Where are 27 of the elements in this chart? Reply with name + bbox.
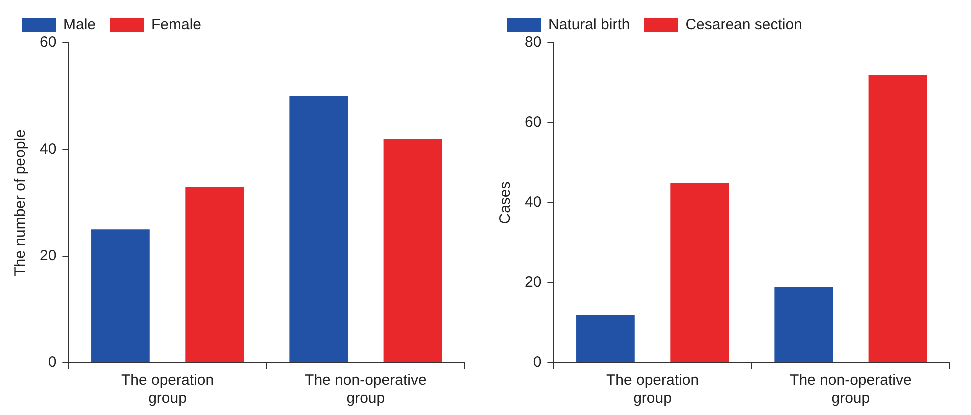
- y-tick-label: 40: [40, 140, 57, 158]
- bar: [186, 187, 244, 362]
- legend-label: Male: [64, 16, 96, 34]
- y-tick-label: 20: [524, 274, 542, 292]
- x-tick-label: The operation group: [606, 372, 700, 408]
- bar: [384, 139, 442, 362]
- bar: [670, 183, 730, 362]
- y-tick-label: 60: [40, 34, 57, 52]
- bar: [92, 230, 150, 362]
- x-tick-label: The non-operative group: [790, 372, 912, 408]
- y-tick-label: 0: [48, 354, 57, 372]
- y-axis-title: Cases: [497, 182, 514, 224]
- bar: [290, 96, 348, 362]
- y-axis-title: The number of people: [12, 130, 30, 276]
- y-tick-label: 0: [533, 354, 542, 372]
- x-tick-label: The non-operative group: [305, 372, 427, 408]
- legend-label: Cesarean section: [686, 16, 802, 34]
- y-tick-label: 60: [524, 114, 542, 132]
- y-tick-label: 20: [40, 247, 57, 264]
- y-tick-label: 80: [524, 34, 542, 52]
- bar: [576, 315, 635, 362]
- y-tick-label: 40: [524, 194, 542, 212]
- x-tick-label: The operation group: [121, 372, 214, 408]
- legend-label: Female: [152, 16, 202, 34]
- bar: [774, 287, 834, 362]
- legend-label: Natural birth: [548, 16, 630, 34]
- bar: [868, 75, 928, 362]
